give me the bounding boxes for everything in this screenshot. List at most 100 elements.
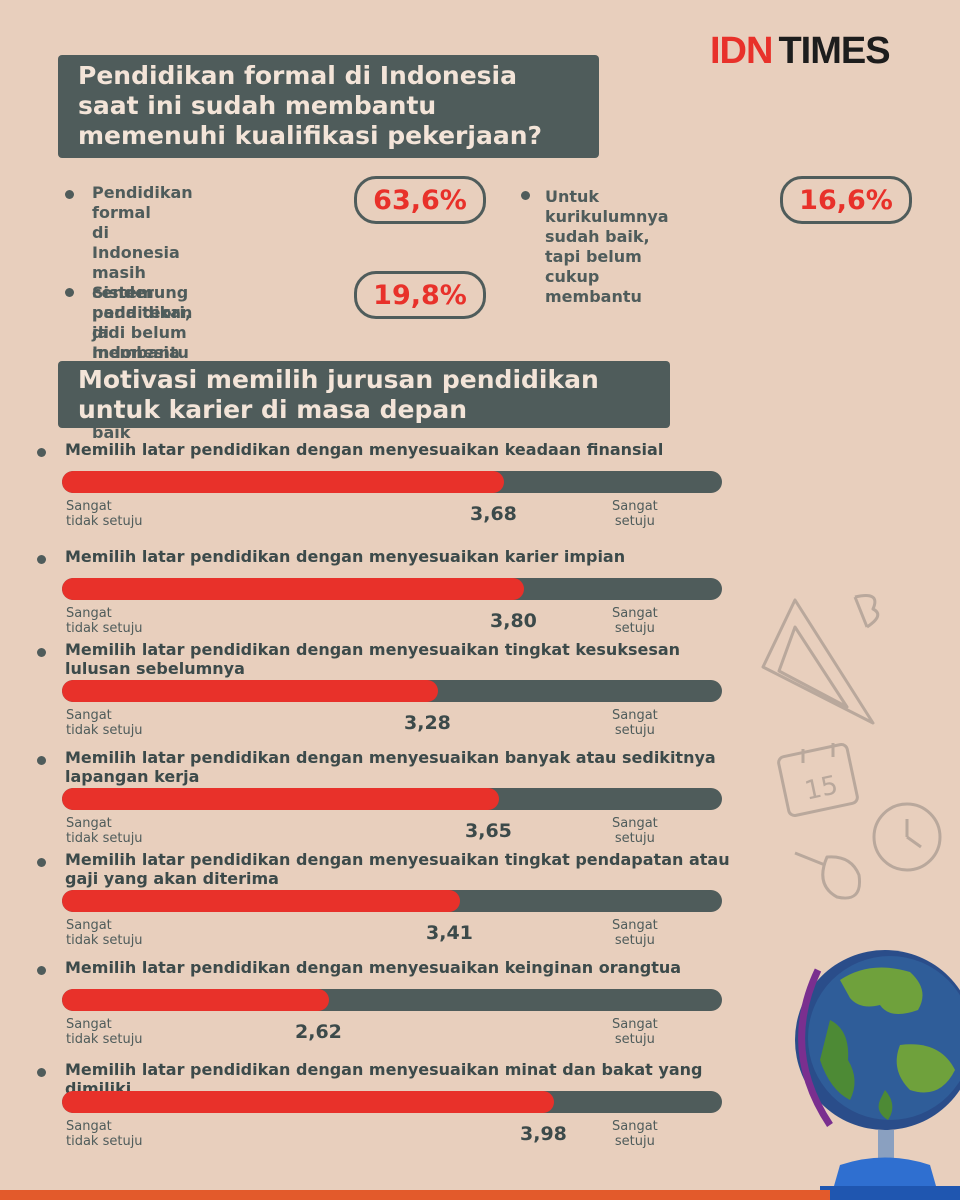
idn-times-logo: IDN TIMES [710,30,891,73]
category-label-line: Memilih latar pendidikan dengan menyesua… [65,850,730,869]
scale-min-label: Sangat tidak setuju [66,708,143,738]
chart-value-label: 2,62 [295,1021,342,1043]
chart-bar [62,989,329,1011]
chart-bar-track [62,1091,722,1113]
chart-category-label: Memilih latar pendidikan dengan menyesua… [65,547,745,566]
flask-icon [794,851,862,900]
triangle-ruler-icon [761,598,875,725]
bullet-dot [521,191,530,200]
chart-value-label: 3,98 [520,1123,567,1145]
chart-value-label: 3,80 [490,610,537,632]
section1-title: Pendidikan formal di Indonesia saat ini … [58,55,599,158]
scale-label-line: Sangat [612,499,658,514]
scale-label-line: Sangat [612,1017,658,1032]
scale-label-line: Sangat [66,1119,112,1134]
scale-label-line: tidak setuju [66,514,143,529]
stat-line: sudah baik, tapi belum [545,227,650,266]
scale-max-label: Sangat setuju [612,1017,658,1047]
category-label-line: Memilih latar pendidikan dengan menyesua… [65,958,682,977]
scale-label-line: tidak setuju [66,831,143,846]
scale-max-label: Sangat setuju [612,499,658,529]
scale-max-label: Sangat setuju [612,1119,658,1149]
scale-label-line: Sangat [66,1017,112,1032]
chart-value-label: 3,68 [470,503,517,525]
stat-line: Pendidikan formal [92,183,193,222]
section2-title-line: Motivasi memilih jurusan pendidikan [78,365,599,394]
scale-label-line: Sangat [66,606,112,621]
scale-label-line: setuju [614,723,655,738]
bullet-dot [37,555,46,564]
bullet-dot [37,448,46,457]
school-doodles-illustration: 15 [761,594,942,900]
bullet-dot [37,648,46,657]
stat-line: cenderung pada teori, [92,283,192,322]
scale-min-label: Sangat tidak setuju [66,816,143,846]
chart-bar-track [62,471,722,493]
scale-label-line: tidak setuju [66,723,143,738]
scale-min-label: Sangat tidak setuju [66,606,143,636]
chart-bar-track [62,578,722,600]
letter-b-icon [853,594,880,629]
scale-min-label: Sangat tidak setuju [66,918,143,948]
scale-label-line: Sangat [66,708,112,723]
scale-label-line: Sangat [66,499,112,514]
section1-title-line: memenuhi kualifikasi pekerjaan? [78,121,542,150]
chart-category-label: Memilih latar pendidikan dengan menyesua… [65,440,745,459]
bullet-dot [65,288,74,297]
scale-label-line: setuju [614,831,655,846]
scale-max-label: Sangat setuju [612,708,658,738]
stat-kurikulum-text: Untuk kurikulumnya sudah baik, tapi belu… [545,187,669,307]
stat-line: cukup membantu [545,267,642,306]
chart-bar [62,788,499,810]
scale-label-line: Sangat [66,816,112,831]
category-label-line: Memilih latar pendidikan dengan menyesua… [65,748,716,767]
stat-line: Untuk kurikulumnya [545,187,669,226]
chart-bar-track [62,989,722,1011]
chart-bar [62,890,460,912]
scale-max-label: Sangat setuju [612,816,658,846]
chart-bar-track [62,788,722,810]
scale-min-label: Sangat tidak setuju [66,499,143,529]
chart-bar [62,1091,554,1113]
chart-bar [62,578,524,600]
stat-kurikulum-value: 16,6% [780,176,912,224]
chart-category-label: Memilih latar pendidikan dengan menyesua… [65,850,745,888]
scale-label-line: tidak setuju [66,933,143,948]
scale-label-line: setuju [614,1134,655,1149]
chart-category-label: Memilih latar pendidikan dengan menyesua… [65,958,745,977]
stat-teori-text: Pendidikan formal di Indonesia masih cen… [92,183,193,363]
stat-line: jadi belum membantu [92,323,189,362]
section2-title: Motivasi memilih jurusan pendidikan untu… [58,361,670,428]
category-label-line: lulusan sebelumnya [65,659,245,678]
footer-accent-line [0,1190,830,1200]
stat-line: Sistem pendidikan [92,283,193,322]
bullet-dot [37,756,46,765]
scale-label-line: setuju [614,1032,655,1047]
scale-label-line: Sangat [612,606,658,621]
logo-idn: IDN [710,30,773,72]
chart-category-label: Memilih latar pendidikan dengan menyesua… [65,748,745,786]
clock-icon [872,802,942,872]
scale-label-line: Sangat [612,1119,658,1134]
scale-label-line: Sangat [612,918,658,933]
scale-max-label: Sangat setuju [612,606,658,636]
logo-times: TIMES [778,30,890,72]
stat-teori-value: 63,6% [354,176,486,224]
chart-bar-track [62,890,722,912]
scale-min-label: Sangat tidak setuju [66,1017,143,1047]
scale-label-line: setuju [614,933,655,948]
category-label-line: lapangan kerja [65,767,200,786]
svg-text:15: 15 [802,770,841,806]
chart-value-label: 3,41 [426,922,473,944]
category-label-line: gaji yang akan diterima [65,869,279,888]
scale-label-line: tidak setuju [66,1032,143,1047]
section1-title-line: saat ini sudah membantu [78,91,437,120]
scale-label-line: setuju [614,514,655,529]
scale-min-label: Sangat tidak setuju [66,1119,143,1149]
category-label-line: Memilih latar pendidikan dengan menyesua… [65,640,681,659]
bullet-dot [37,858,46,867]
calendar-icon [777,742,859,818]
chart-bar [62,471,504,493]
scale-label-line: Sangat [612,816,658,831]
scale-label-line: setuju [614,621,655,636]
